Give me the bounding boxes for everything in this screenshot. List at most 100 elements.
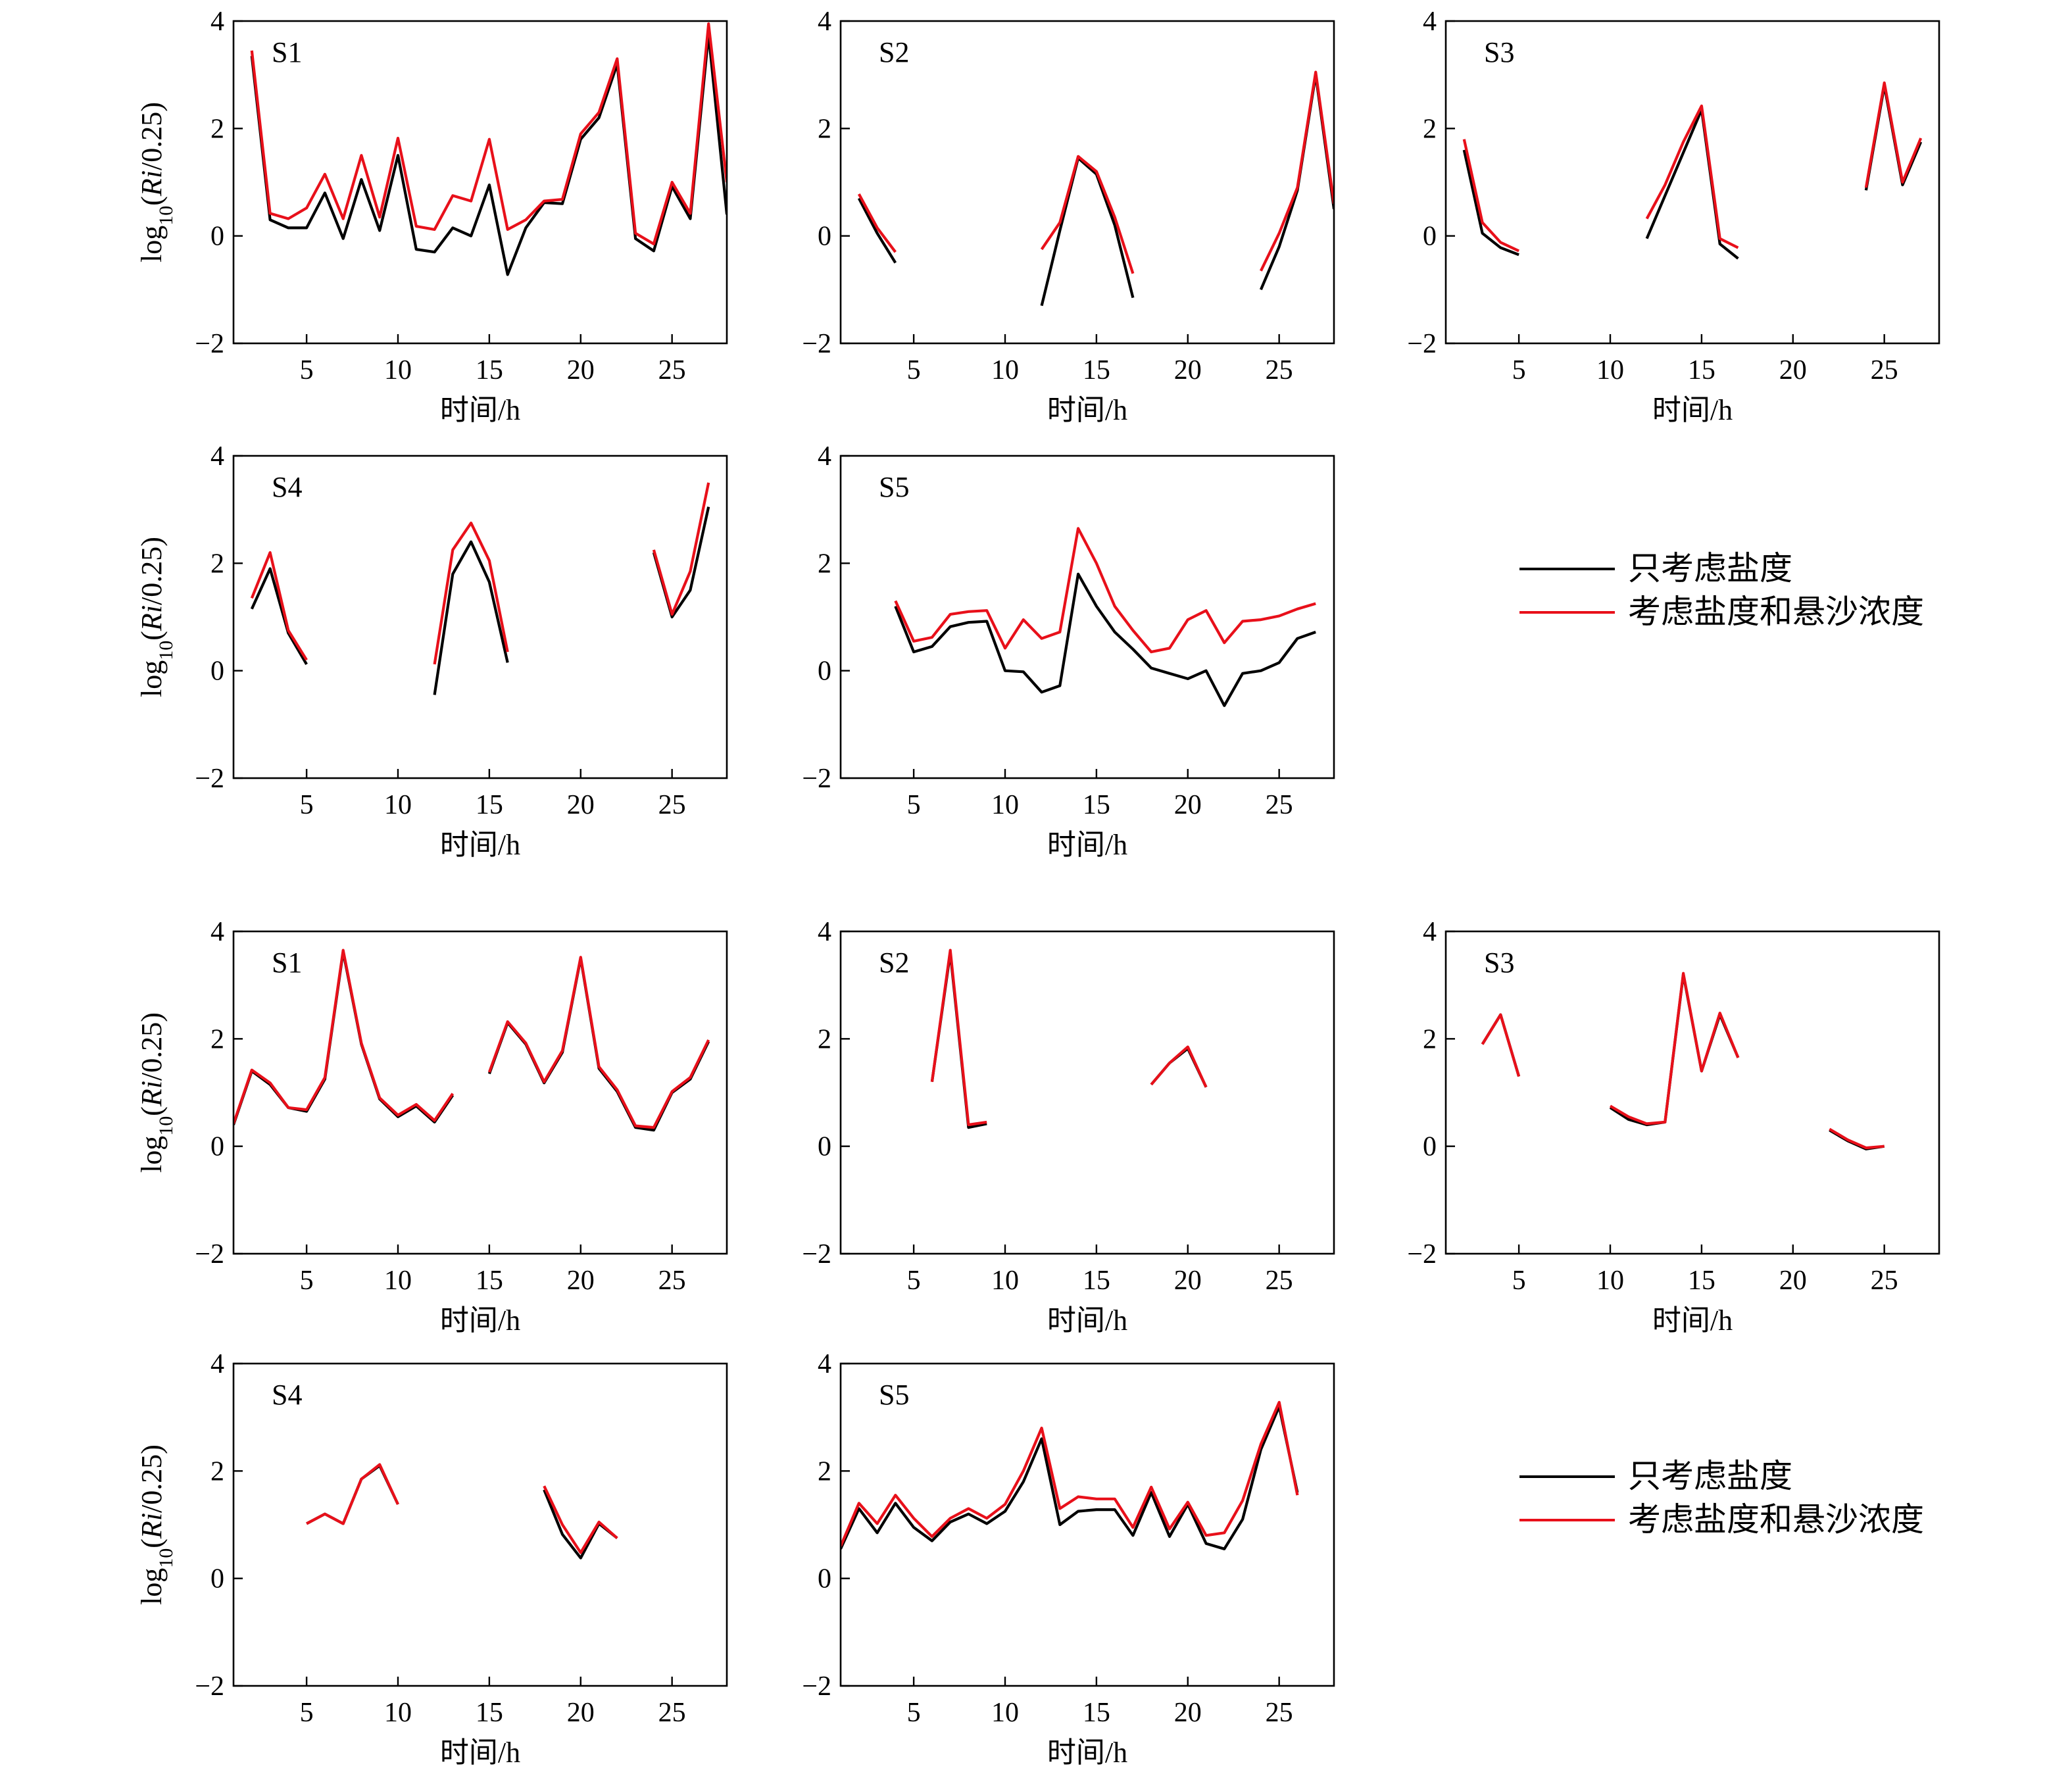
x-tick-label: 25 <box>1871 1266 1898 1296</box>
x-axis-label: 时间/h <box>1047 829 1127 861</box>
panel-label: S3 <box>1484 36 1514 68</box>
panel-label: S1 <box>272 947 302 979</box>
x-tick-label: 5 <box>300 790 314 820</box>
x-axis-label: 时间/h <box>1047 1737 1127 1769</box>
series-line-salinity-and-ssc-seg3 <box>1864 81 1923 188</box>
series-line-salinity-only-seg2 <box>1645 108 1739 260</box>
y-tick-label: 4 <box>1423 7 1437 37</box>
series-line-salinity-and-ssc-seg2 <box>1645 104 1739 249</box>
x-tick-label: 25 <box>658 1266 686 1296</box>
series-line-salinity-and-ssc-seg2 <box>1040 155 1135 274</box>
x-tick-label: 10 <box>991 1698 1019 1728</box>
series-line-salinity-and-ssc-seg3 <box>1829 1127 1885 1150</box>
series-line-salinity-and-ssc-seg2 <box>487 956 710 1129</box>
panel-s2-2: 5 10 15 20 25 −2 0 2 4 S2 时间/h <box>802 7 1335 426</box>
series-line-salinity-and-ssc-seg2 <box>1609 972 1740 1125</box>
panel-label: S5 <box>879 1379 909 1411</box>
panel-s5-10: 5 10 15 20 25 −2 0 2 4 S5 时间/h <box>802 1349 1335 1769</box>
panel-label: S2 <box>879 36 909 68</box>
x-tick-label: 15 <box>1083 790 1110 820</box>
panel-label: S5 <box>879 471 909 503</box>
series-line-salinity-only-seg1 <box>1481 1013 1521 1077</box>
x-tick-label: 20 <box>567 1266 595 1296</box>
legend-label-salinity-and-ssc: 考虑盐度和悬沙浓度 <box>1628 1501 1924 1538</box>
y-tick-label: 0 <box>210 656 224 687</box>
series-line-salinity-and-ssc-seg2 <box>543 1485 618 1554</box>
y-tick-label: −2 <box>802 1239 831 1269</box>
plot-frame <box>839 930 1335 1255</box>
x-axis-label: 时间/h <box>1652 394 1733 426</box>
y-tick-label: 4 <box>818 7 831 37</box>
x-tick-label: 15 <box>1083 1266 1110 1296</box>
x-tick-label: 15 <box>476 1698 503 1728</box>
x-tick-label: 5 <box>907 355 921 385</box>
y-tick-label: 2 <box>818 114 831 144</box>
x-tick-label: 20 <box>1779 355 1807 385</box>
x-tick-label: 10 <box>991 1266 1019 1296</box>
x-tick-label: 5 <box>907 790 921 820</box>
y-tick-label: 0 <box>1423 222 1437 252</box>
y-tick-label: 4 <box>210 1349 224 1379</box>
series-line-salinity-only-seg1 <box>857 197 897 264</box>
y-tick-label: 0 <box>210 1564 224 1594</box>
legend-label-salinity-and-ssc: 考虑盐度和悬沙浓度 <box>1628 593 1924 630</box>
x-tick-label: 20 <box>1174 1266 1202 1296</box>
plot-frame <box>839 20 1335 345</box>
y-tick-label: 0 <box>818 1132 831 1162</box>
x-tick-label: 10 <box>991 355 1019 385</box>
series-line-salinity-and-ssc-seg1 <box>1481 1013 1521 1077</box>
panel-s3-3: 5 10 15 20 25 −2 0 2 4 S3 时间/h <box>1407 7 1940 426</box>
x-tick-label: 15 <box>1688 1266 1715 1296</box>
series-line-salinity-only-seg1 <box>894 572 1316 707</box>
x-axis-label: 时间/h <box>1652 1304 1733 1337</box>
panel-s1-1: 5 10 15 20 25 −2 0 2 4 S1 时间/h log10(Ri/0.25) <box>136 7 728 426</box>
y-tick-label: 0 <box>210 222 224 252</box>
y-tick-label: −2 <box>195 1239 224 1269</box>
y-tick-label: 0 <box>818 656 831 687</box>
series-line-salinity-only-seg1 <box>250 33 727 276</box>
x-tick-label: 25 <box>1266 355 1293 385</box>
y-tick-label: 0 <box>1423 1132 1437 1162</box>
series-line-salinity-and-ssc-seg1 <box>841 1400 1299 1547</box>
panel-s3-8: 5 10 15 20 25 −2 0 2 4 S3 时间/h <box>1407 917 1940 1337</box>
x-tick-label: 15 <box>1083 355 1110 385</box>
series-line-salinity-only-seg2 <box>487 956 710 1132</box>
plot-frame <box>232 455 728 779</box>
series-line-salinity-and-ssc-seg1 <box>250 22 727 245</box>
x-tick-label: 10 <box>991 790 1019 820</box>
x-tick-label: 25 <box>1266 790 1293 820</box>
series-line-salinity-and-ssc-seg1 <box>857 193 897 253</box>
series-line-salinity-and-ssc-seg2 <box>433 522 509 665</box>
y-tick-label: −2 <box>802 329 831 359</box>
plot-frame <box>232 930 728 1255</box>
x-tick-label: 25 <box>1266 1698 1293 1728</box>
y-tick-label: 2 <box>818 549 831 579</box>
y-axis-label: log10(Ri/0.25) <box>136 102 177 262</box>
x-tick-label: 5 <box>300 355 314 385</box>
x-tick-label: 5 <box>300 1266 314 1296</box>
y-tick-label: −2 <box>802 1671 831 1702</box>
y-tick-label: −2 <box>1407 329 1437 359</box>
series-line-salinity-and-ssc-seg1 <box>930 949 987 1127</box>
panel-s1-6: 5 10 15 20 25 −2 0 2 4 S1 时间/h log10(Ri/0.25) <box>136 917 728 1337</box>
x-axis-label: 时间/h <box>1047 394 1127 426</box>
y-tick-label: 4 <box>818 1349 831 1379</box>
x-tick-label: 10 <box>384 355 412 385</box>
y-tick-label: 2 <box>1423 1024 1437 1054</box>
panel-s4-9: 5 10 15 20 25 −2 0 2 4 S4 时间/h log10(Ri/0.25) <box>136 1349 728 1769</box>
x-tick-label: 15 <box>476 1266 503 1296</box>
x-tick-label: 25 <box>658 790 686 820</box>
y-tick-label: 0 <box>818 222 831 252</box>
y-tick-label: 0 <box>818 1564 831 1594</box>
plot-frame <box>232 20 728 345</box>
plot-frame <box>1444 930 1940 1255</box>
panel-label: S4 <box>272 471 302 503</box>
y-tick-label: −2 <box>802 764 831 794</box>
series-line-salinity-and-ssc-seg1 <box>894 527 1316 654</box>
legend-label-salinity-only: 只考虑盐度 <box>1628 1458 1792 1494</box>
x-tick-label: 20 <box>1174 1698 1202 1728</box>
y-tick-label: 4 <box>1423 917 1437 947</box>
y-tick-label: −2 <box>1407 1239 1437 1269</box>
x-tick-label: 15 <box>1083 1698 1110 1728</box>
